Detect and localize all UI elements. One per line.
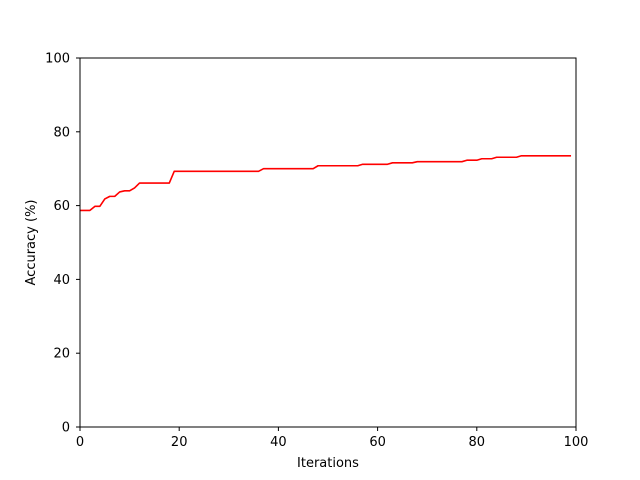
x-axis: 0 20 40 60 80 100 xyxy=(76,427,589,450)
y-tick-label: 0 xyxy=(62,421,70,436)
x-tick-label: 80 xyxy=(469,435,486,450)
y-axis-title: Accuracy (%) xyxy=(24,200,39,286)
y-tick-label: 60 xyxy=(53,199,70,214)
plot-frame xyxy=(79,57,577,428)
plot-background xyxy=(80,58,576,427)
x-tick-label: 60 xyxy=(369,435,386,450)
series-layer xyxy=(80,154,572,212)
x-tick-label: 0 xyxy=(76,435,84,450)
y-tick-label: 100 xyxy=(45,52,70,67)
y-tick-label: 40 xyxy=(53,273,70,288)
x-tick-label: 100 xyxy=(564,435,589,450)
y-tick-label: 80 xyxy=(53,125,70,140)
y-axis: 0 20 40 60 80 100 xyxy=(45,52,80,436)
y-tick-label: 20 xyxy=(53,347,70,362)
x-tick-label: 40 xyxy=(270,435,287,450)
accuracy-series-line xyxy=(80,154,572,212)
x-tick-label: 20 xyxy=(171,435,188,450)
x-axis-title: Iterations xyxy=(297,456,359,471)
